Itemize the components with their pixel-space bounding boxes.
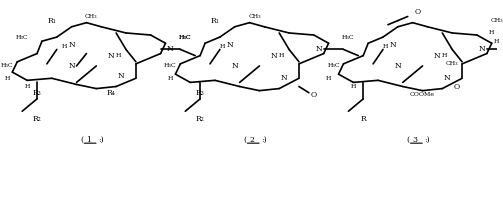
Text: N: N <box>68 62 75 70</box>
Text: H: H <box>5 76 10 81</box>
Text: N: N <box>118 72 124 80</box>
Text: N: N <box>271 52 278 60</box>
Text: N: N <box>315 46 322 53</box>
Text: H: H <box>489 30 494 35</box>
Text: N: N <box>394 62 401 70</box>
Text: H: H <box>494 39 499 44</box>
Text: R: R <box>360 116 366 123</box>
Text: H: H <box>168 76 173 81</box>
Text: H: H <box>351 84 356 89</box>
Text: CH₃: CH₃ <box>248 14 261 19</box>
Text: R₁: R₁ <box>47 17 56 25</box>
Text: N: N <box>434 52 441 60</box>
Text: 3: 3 <box>412 136 417 144</box>
Text: H₃C: H₃C <box>1 63 14 68</box>
Text: O: O <box>311 91 317 99</box>
Text: CH₃: CH₃ <box>446 61 459 66</box>
Text: H: H <box>326 76 331 81</box>
Text: H₃C: H₃C <box>179 35 192 40</box>
Text: N: N <box>389 41 396 49</box>
Text: O: O <box>454 83 460 90</box>
Text: H: H <box>442 53 448 58</box>
Text: (: ( <box>80 136 83 144</box>
Text: N: N <box>444 74 451 82</box>
Text: H: H <box>116 53 121 58</box>
Text: H: H <box>61 44 67 49</box>
Text: R₃: R₃ <box>196 89 205 97</box>
Text: 2: 2 <box>249 136 255 144</box>
Text: COOMe: COOMe <box>410 92 435 97</box>
Text: H: H <box>383 44 388 49</box>
Text: H₃C: H₃C <box>327 63 340 68</box>
Text: H: H <box>25 84 30 89</box>
Text: R₃: R₃ <box>33 89 41 97</box>
Text: N: N <box>68 41 75 49</box>
Text: :): :) <box>262 136 267 144</box>
Text: N: N <box>226 41 233 49</box>
Text: H₃C: H₃C <box>16 35 29 40</box>
Text: H₃C: H₃C <box>342 35 355 40</box>
Text: H: H <box>279 53 284 58</box>
Text: R₂: R₂ <box>196 116 205 123</box>
Text: (: ( <box>243 136 246 144</box>
Text: :): :) <box>99 136 104 144</box>
Text: R₂: R₂ <box>33 116 41 123</box>
Text: :): :) <box>425 136 430 144</box>
Text: N: N <box>281 74 288 82</box>
Text: 1: 1 <box>87 136 92 144</box>
Text: H₃C: H₃C <box>179 35 192 40</box>
Text: CH₃: CH₃ <box>490 18 503 23</box>
Text: N: N <box>231 62 238 70</box>
Text: R₄: R₄ <box>107 89 116 97</box>
Text: H₃C: H₃C <box>164 63 177 68</box>
Text: R₁: R₁ <box>211 17 219 25</box>
Text: O: O <box>414 8 421 16</box>
Text: CH₃: CH₃ <box>85 14 98 19</box>
Text: N: N <box>167 46 174 53</box>
Text: (: ( <box>406 136 409 144</box>
Text: N: N <box>108 52 115 60</box>
Text: H: H <box>220 44 225 49</box>
Text: N: N <box>478 46 485 53</box>
